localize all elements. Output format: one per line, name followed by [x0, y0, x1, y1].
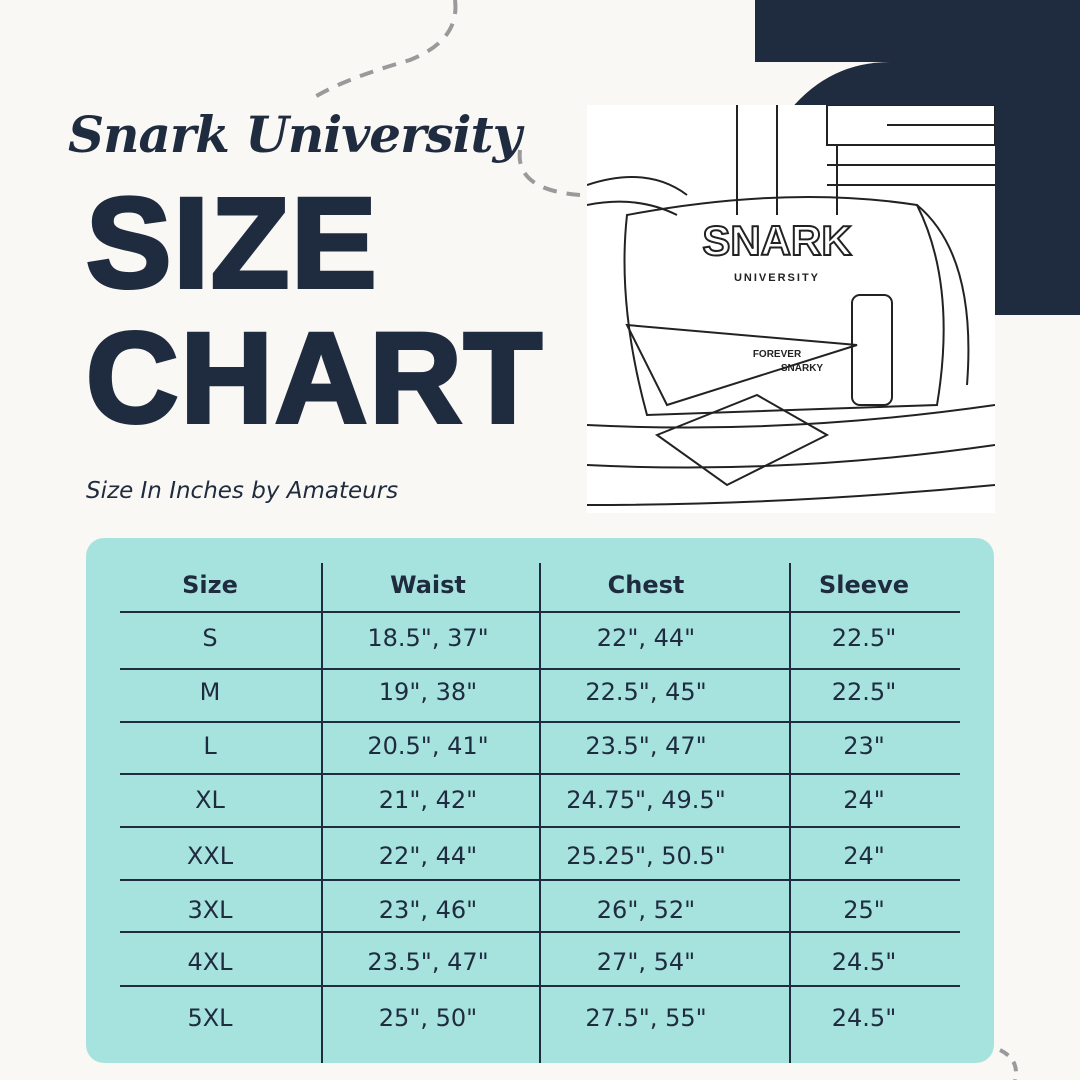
table-cell: 25"	[843, 896, 885, 924]
table-cell: 18.5", 37"	[367, 624, 489, 652]
table-cell: 27", 54"	[596, 948, 696, 976]
table-cell: 24.5"	[831, 1004, 897, 1032]
table-cell: 26", 52"	[596, 896, 696, 924]
table-cell: 24.5"	[831, 948, 897, 976]
row-divider	[120, 773, 960, 775]
table-cell: 23.5", 47"	[585, 732, 707, 760]
table-cell: 22.5"	[831, 678, 897, 706]
table-cell: M	[199, 678, 221, 706]
row-divider	[120, 826, 960, 828]
table-cell: 4XL	[187, 948, 233, 976]
table-cell: 23"	[843, 732, 885, 760]
row-divider	[120, 931, 960, 933]
brand: Snark University	[68, 105, 522, 164]
table-cell: 23.5", 47"	[367, 948, 489, 976]
column-header: Sleeve	[819, 571, 909, 599]
table-cell: 27.5", 55"	[585, 1004, 707, 1032]
table-cell: XL	[195, 786, 225, 814]
table-cell: S	[202, 624, 218, 652]
title: CHART	[84, 307, 544, 450]
table-cell: 5XL	[187, 1004, 233, 1032]
pennant-text: SNARKY	[781, 363, 824, 374]
row-divider	[120, 985, 960, 987]
table-cell: XXL	[186, 842, 234, 870]
table-cell: 25", 50"	[378, 1004, 478, 1032]
illustration: SNARK UNIVERSITY FOREVER SNARKY	[587, 105, 995, 513]
column-header: Chest	[607, 571, 685, 599]
table-cell: 22.5"	[831, 624, 897, 652]
shirt-text: SNARK	[702, 217, 851, 264]
subtitle: Size In Inches by Amateurs	[86, 478, 399, 504]
column-divider	[789, 563, 791, 1063]
column-header: Waist	[390, 571, 466, 599]
table-cell: 23", 46"	[378, 896, 478, 924]
table-cell: 21", 42"	[378, 786, 478, 814]
table-cell: 24"	[843, 786, 885, 814]
pennant-text: FOREVER	[753, 349, 802, 360]
table-cell: 24"	[843, 842, 885, 870]
table-cell: 20.5", 41"	[367, 732, 489, 760]
shirt-text: UNIVERSITY	[734, 272, 820, 284]
table-cell: 22", 44"	[596, 624, 696, 652]
table-cell: 3XL	[187, 896, 233, 924]
table-cell: 24.75", 49.5"	[566, 786, 726, 814]
column-header: Size	[182, 571, 238, 599]
table-cell: 19", 38"	[378, 678, 478, 706]
column-divider	[321, 563, 323, 1063]
table-cell: 22", 44"	[378, 842, 478, 870]
header-rule	[120, 611, 960, 613]
table-cell: 25.25", 50.5"	[566, 842, 726, 870]
row-divider	[120, 668, 960, 670]
table-cell: L	[203, 732, 217, 760]
table-cell: 22.5", 45"	[585, 678, 707, 706]
column-divider	[539, 563, 541, 1063]
title: SIZE	[84, 172, 379, 315]
row-divider	[120, 879, 960, 881]
row-divider	[120, 721, 960, 723]
